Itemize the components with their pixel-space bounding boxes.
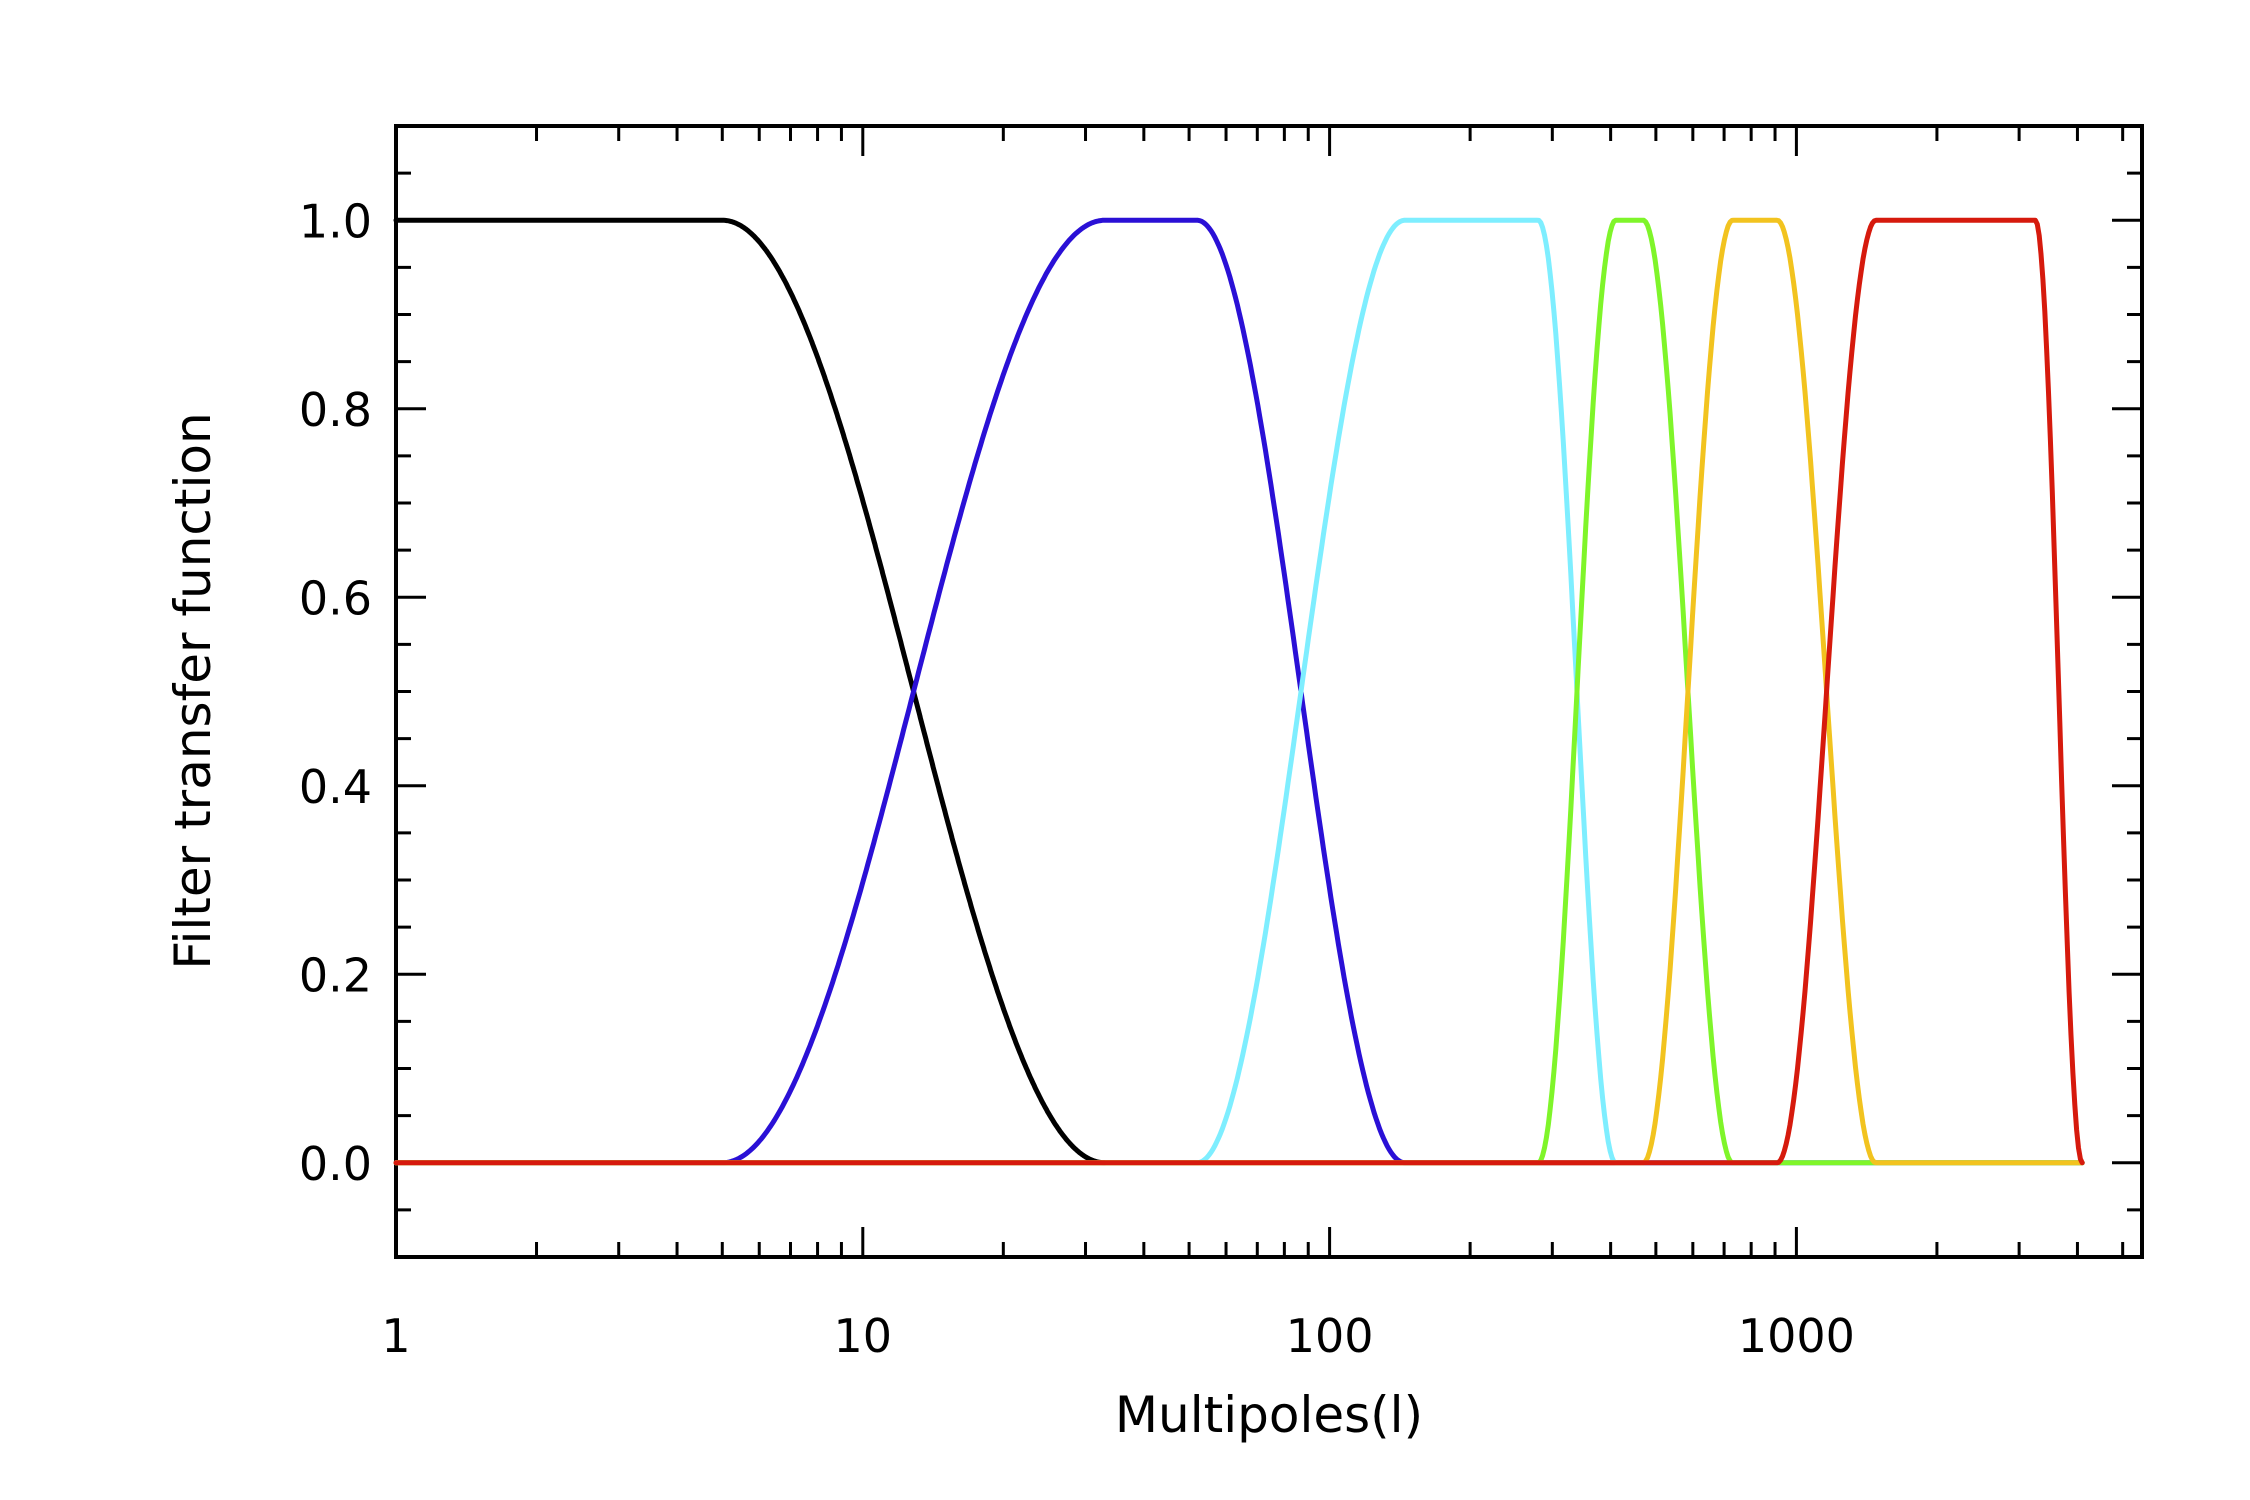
series-filter-2: [393, 217, 2085, 1166]
y-tick-label: 1.0: [299, 194, 372, 248]
y-axis-title: Filter transfer function: [164, 412, 222, 969]
series-filter-3: [393, 217, 2085, 1166]
y-tick-label: 0.8: [299, 383, 372, 437]
series-filter-4: [393, 217, 2085, 1166]
series-filter-5: [393, 217, 2085, 1166]
plot-frame: [394, 124, 2144, 1259]
x-axis-title: Multipoles(l): [1115, 1386, 1423, 1444]
series-filter-6: [393, 217, 2085, 1166]
tick-labels: 1 10 100 1000 0.0 0.2 0.4 0.6 0.8 1.0: [299, 194, 1855, 1363]
x-tick-label: 1: [381, 1309, 410, 1363]
x-tick-label: 10: [834, 1309, 893, 1363]
series-filter-1: [393, 217, 1108, 1166]
y-tick-label: 0.6: [299, 571, 372, 625]
x-tick-label: 100: [1286, 1309, 1374, 1363]
x-tick-label: 1000: [1738, 1309, 1855, 1363]
y-tick-label: 0.4: [299, 760, 372, 814]
y-tick-label: 0.2: [299, 948, 372, 1002]
axis-ticks: [394, 126, 2142, 1257]
series-lines: [393, 217, 2085, 1166]
y-tick-label: 0.0: [299, 1137, 372, 1191]
